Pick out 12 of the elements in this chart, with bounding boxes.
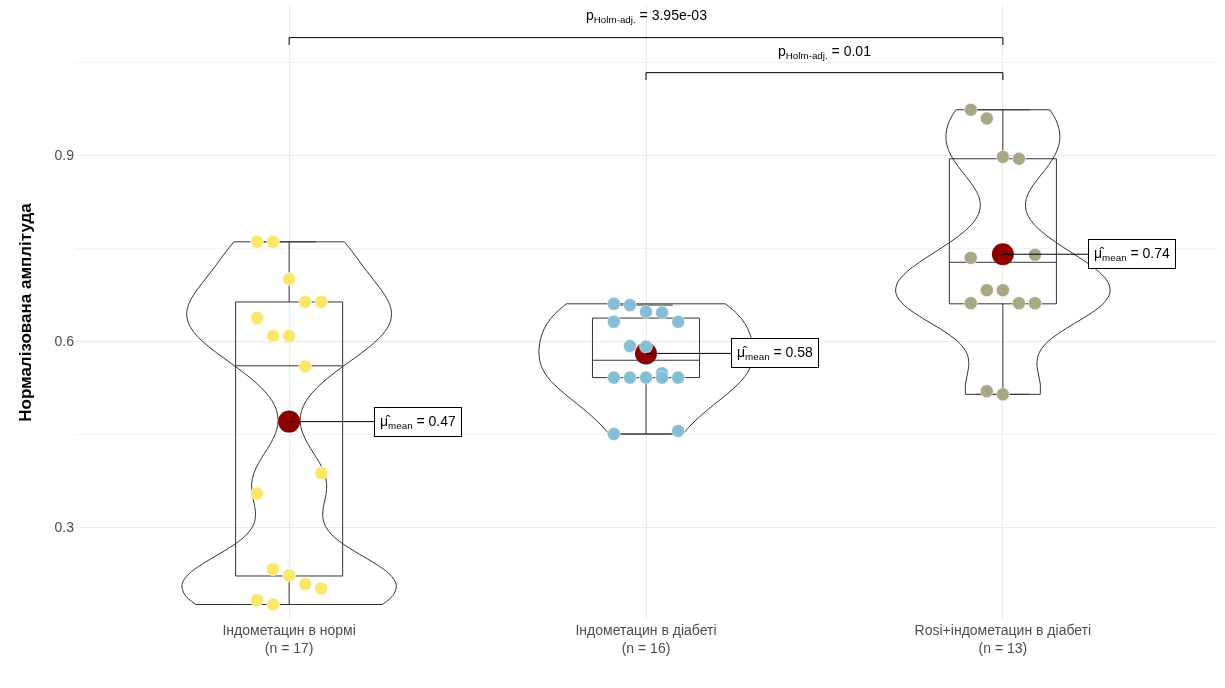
y-tick-label: 0.9 xyxy=(54,146,75,163)
annotation: μ̂$_{mean}$ = 0.47 xyxy=(380,413,457,431)
x-tick-label: Індометацин в діабеті (n = 16) xyxy=(575,622,717,657)
y-tick-label: 0.6 xyxy=(54,332,75,349)
y-tick-label: 0.3 xyxy=(54,518,75,535)
x-tick-label: Rosi+індометацин в діабеті (n = 13) xyxy=(914,622,1092,657)
y-axis-title: Нормалізована амплітуда xyxy=(16,202,35,422)
annotation: μ̂$_{mean}$ = 0.74 xyxy=(1094,245,1171,263)
annotation: p$_{Holm-adj.}$ = 3.95e-03 xyxy=(586,7,708,25)
annotation: μ̂$_{mean}$ = 0.58 xyxy=(737,344,814,362)
x-tick-label: Індометацин в нормі (n = 17) xyxy=(222,622,356,657)
annotation: p$_{Holm-adj.}$ = 0.01 xyxy=(778,43,872,61)
